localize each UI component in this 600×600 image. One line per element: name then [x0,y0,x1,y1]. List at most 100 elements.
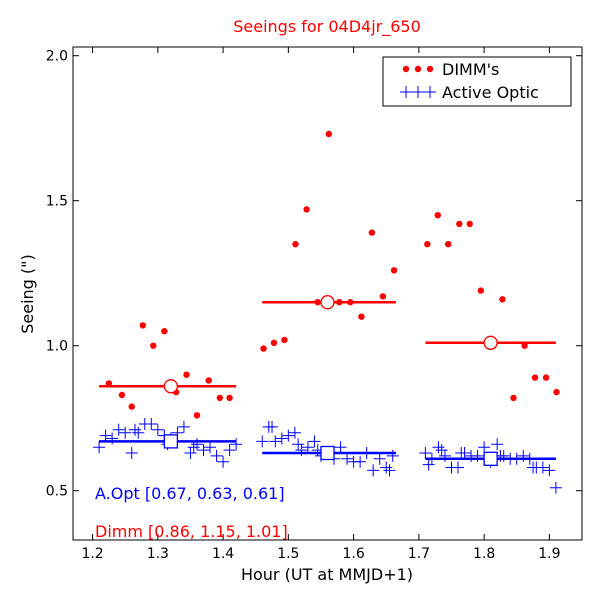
active-optic-point [360,447,373,459]
dimm-point [314,299,321,306]
dimm-point [105,380,113,387]
dimm-point [368,229,376,236]
annotation-active-optic-means: A.Opt [0.67, 0.63, 0.61] [95,484,285,503]
legend-dimm-marker [402,65,434,73]
active-optic-point [367,464,380,477]
active-optic-mean-marker [320,445,335,461]
y-tick-label: 0.5 [46,484,68,500]
active-optic-point [288,426,301,439]
active-optic-mean-marker [483,451,498,466]
active-optic-point [341,452,354,465]
x-tick-label: 1.5 [277,546,299,562]
x-tick-label: 1.3 [147,546,169,562]
x-axis-ticks: 1.2 1.3 1.4 1.5 1.6 1.7 1.8 1.9 [81,47,561,562]
active-optic-point [386,449,399,462]
legend-active-optic-plus [424,86,436,98]
y-axis-label: Seeing (") [18,254,37,334]
dimm-point [292,241,299,248]
legend-active-optic-plus [412,86,424,98]
y-tick-label: 1.5 [46,194,68,210]
active-optic-point [419,447,432,459]
active-optic-point [380,461,393,474]
dimm-point [499,296,506,303]
y-tick-label: 2.0 [46,49,68,65]
active-optic-point [517,449,530,462]
dimm-point [445,241,452,248]
dimm-mean-marker [163,379,179,394]
active-optic-point [292,438,305,451]
x-tick-label: 1.4 [212,546,234,562]
dimm-point [358,313,365,320]
active-optic-point [497,449,510,462]
active-optic-point [510,452,523,465]
active-optic-point [125,447,138,459]
dimm-point [128,403,135,410]
dimm-point [325,130,333,138]
active-optic-point [295,444,308,457]
legend-box [382,56,572,107]
active-optic-point [452,461,465,474]
active-optic-point [132,426,145,439]
legend-dimm-dot [402,65,410,73]
y-tick-label: 1.0 [46,339,68,355]
dimm-point [336,299,343,306]
active-optic-point [190,438,203,451]
active-optic-point [354,455,367,468]
active-optic-point [523,452,536,465]
active-optic-point [269,435,282,448]
active-optic-point [217,455,230,468]
dimm-point [379,293,387,300]
dimm-point [521,342,528,349]
legend: DIMM's Active Optic [382,56,572,107]
active-optic-point [204,441,217,454]
active-optic-point [478,441,491,454]
dimm-mean-marker [483,335,498,350]
legend-active-optic-marker [400,86,436,98]
active-optic-point [491,438,504,451]
active-optic-point [99,429,112,442]
dimm-point [347,299,354,306]
active-optic-point [275,432,288,445]
active-optic-point [373,452,386,465]
active-optic-point [438,449,451,462]
legend-active-optic-plus [400,86,412,98]
y-axis-ticks: 0.5 1.0 1.5 2.0 [46,49,582,500]
active-optic-point [282,429,295,442]
active-optic-point [383,464,396,477]
active-optic-point [106,432,119,445]
dimm-point [477,287,485,294]
dimm-point [150,342,157,349]
segment-mean-markers [163,295,498,466]
active-optic-point [422,458,435,471]
dimm-point [183,371,190,378]
active-optic-point [128,423,141,436]
x-tick-label: 1.8 [473,546,495,562]
active-optic-mean-marker [163,434,179,449]
dimm-point [542,374,550,381]
x-tick-label: 1.9 [538,546,560,562]
active-optic-point [458,447,471,459]
active-optic-point [112,423,125,436]
active-optic-point [177,420,190,433]
dimm-point [260,345,267,352]
dimm-point [161,328,168,335]
dimm-point [193,412,201,419]
dimm-point [456,220,463,228]
active-optic-point [308,435,321,448]
active-optic-point [145,418,158,430]
dimm-point [434,212,441,219]
plot-area [72,46,583,541]
x-tick-label: 1.7 [408,546,430,562]
dimm-point [424,241,431,248]
active-optic-point [210,449,223,462]
active-optic-point [151,423,164,436]
active-optic-point [432,441,445,454]
legend-dimm-dot [414,65,422,73]
dimm-mean-marker [320,295,335,310]
legend-active-optic-label: Active Optic [442,83,539,102]
active-optic-point [435,444,448,457]
x-tick-label: 1.2 [81,546,103,562]
dimm-point [205,377,212,384]
x-axis-label: Hour (UT at MMJD+1) [241,565,413,584]
